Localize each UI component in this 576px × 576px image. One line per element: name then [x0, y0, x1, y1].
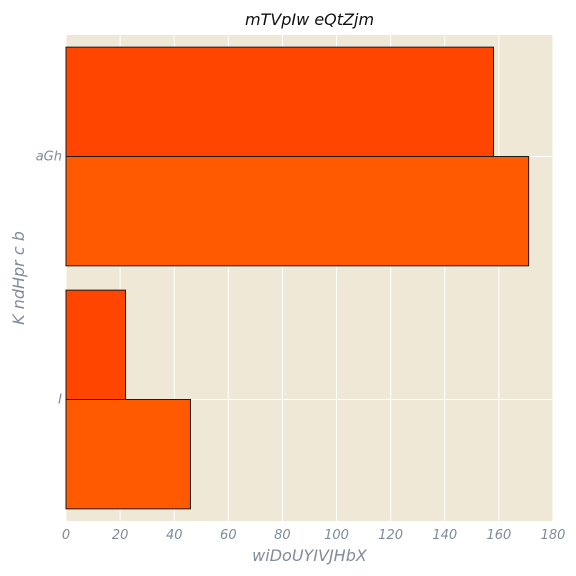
x-tick-label: 40: [166, 528, 183, 543]
chart-title: mTVpIw eQtZjm: [245, 10, 374, 29]
x-tick-label: 60: [220, 528, 237, 543]
x-tick-label: 160: [486, 528, 511, 543]
x-tick-label: 20: [112, 528, 129, 543]
x-tick-label: 0: [62, 528, 70, 543]
y-tick-label: aGh: [36, 150, 62, 165]
bar-aGh-series-1: [65, 46, 494, 157]
bar-I-series-2: [65, 399, 191, 510]
y-tick-label: I: [58, 393, 62, 408]
bar-I-series-1: [65, 289, 127, 400]
y-axis-label: K ndHpr c b: [9, 231, 28, 325]
x-tick-label: 80: [274, 528, 291, 543]
x-axis-label: wiDoUYIVJHbX: [252, 546, 368, 565]
x-tick-label: 100: [324, 528, 349, 543]
x-tick-label: 140: [432, 528, 457, 543]
x-tick-labels: 0 20 40 60 80 100 120 140 160 180: [62, 528, 566, 543]
x-tick-label: 120: [378, 528, 403, 543]
x-tick-label: 180: [541, 528, 566, 543]
y-tick-labels: aGh I: [36, 150, 62, 408]
bars: [65, 46, 530, 510]
bar-aGh-series-2: [65, 156, 530, 267]
